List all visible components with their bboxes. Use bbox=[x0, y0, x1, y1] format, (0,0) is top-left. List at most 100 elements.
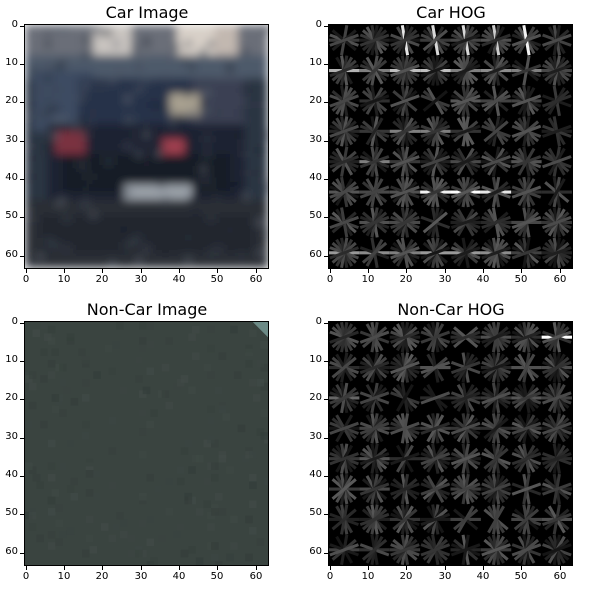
x-tick-label: 30 bbox=[134, 274, 148, 285]
x-tick-mark bbox=[445, 269, 446, 273]
y-tick-label: 0 bbox=[315, 19, 322, 30]
y-tick-label: 40 bbox=[309, 469, 322, 480]
y-tick-mark bbox=[20, 476, 24, 477]
x-tick-label: 10 bbox=[57, 571, 71, 582]
x-tick-mark bbox=[560, 566, 561, 570]
y-tick-mark bbox=[20, 179, 24, 180]
y-tick-label: 0 bbox=[315, 316, 322, 327]
noncar-image bbox=[24, 321, 269, 566]
y-tick-mark bbox=[20, 399, 24, 400]
x-tick-mark bbox=[521, 269, 522, 273]
y-tick-label: 50 bbox=[5, 210, 18, 221]
y-tick-label: 30 bbox=[309, 134, 322, 145]
y-tick-label: 10 bbox=[5, 57, 18, 68]
x-tick-label: 30 bbox=[438, 571, 452, 582]
y-tick-label: 20 bbox=[5, 95, 18, 106]
panel-title: Non-Car HOG bbox=[397, 300, 505, 319]
y-tick-mark bbox=[20, 141, 24, 142]
y-tick-mark bbox=[20, 256, 24, 257]
panel-title: Car HOG bbox=[416, 3, 486, 22]
y-tick-label: 30 bbox=[5, 431, 18, 442]
y-tick-label: 30 bbox=[309, 431, 322, 442]
x-tick-mark bbox=[102, 269, 103, 273]
x-tick-label: 10 bbox=[361, 571, 375, 582]
y-tick-mark bbox=[324, 26, 328, 27]
x-tick-mark bbox=[330, 269, 331, 273]
x-tick-label: 30 bbox=[438, 274, 452, 285]
x-tick-label: 40 bbox=[172, 571, 186, 582]
x-tick-mark bbox=[64, 269, 65, 273]
y-tick-label: 20 bbox=[309, 95, 322, 106]
y-tick-mark bbox=[20, 102, 24, 103]
y-tick-mark bbox=[324, 217, 328, 218]
y-tick-label: 60 bbox=[5, 546, 18, 557]
x-tick-mark bbox=[141, 269, 142, 273]
x-tick-label: 20 bbox=[95, 274, 109, 285]
y-tick-label: 60 bbox=[309, 249, 322, 260]
y-tick-mark bbox=[324, 514, 328, 515]
x-tick-label: 60 bbox=[553, 274, 567, 285]
y-tick-label: 0 bbox=[11, 19, 18, 30]
x-tick-label: 40 bbox=[476, 274, 490, 285]
y-tick-mark bbox=[20, 361, 24, 362]
y-tick-mark bbox=[20, 64, 24, 65]
y-tick-label: 40 bbox=[5, 172, 18, 183]
y-tick-mark bbox=[324, 553, 328, 554]
panel-title: Car Image bbox=[105, 3, 189, 22]
x-tick-label: 50 bbox=[210, 274, 224, 285]
x-tick-label: 20 bbox=[399, 571, 413, 582]
x-tick-mark bbox=[179, 566, 180, 570]
y-tick-label: 40 bbox=[309, 172, 322, 183]
y-tick-mark bbox=[20, 323, 24, 324]
y-tick-label: 10 bbox=[309, 354, 322, 365]
x-tick-mark bbox=[217, 269, 218, 273]
y-tick-label: 50 bbox=[5, 507, 18, 518]
x-tick-label: 60 bbox=[249, 571, 263, 582]
noncar-hog-image bbox=[328, 321, 573, 566]
panel-title: Non-Car Image bbox=[86, 300, 208, 319]
x-tick-mark bbox=[368, 269, 369, 273]
y-tick-label: 50 bbox=[309, 507, 322, 518]
x-tick-label: 50 bbox=[514, 571, 528, 582]
x-tick-label: 40 bbox=[172, 274, 186, 285]
x-tick-label: 0 bbox=[326, 274, 334, 285]
y-tick-label: 40 bbox=[5, 469, 18, 480]
y-tick-label: 0 bbox=[11, 316, 18, 327]
x-tick-mark bbox=[26, 269, 27, 273]
x-tick-label: 60 bbox=[553, 571, 567, 582]
y-tick-mark bbox=[324, 323, 328, 324]
x-tick-mark bbox=[406, 566, 407, 570]
y-tick-label: 50 bbox=[309, 210, 322, 221]
y-tick-mark bbox=[324, 361, 328, 362]
y-tick-label: 20 bbox=[5, 392, 18, 403]
y-tick-mark bbox=[324, 476, 328, 477]
x-tick-mark bbox=[445, 566, 446, 570]
y-tick-mark bbox=[324, 438, 328, 439]
x-tick-mark bbox=[330, 566, 331, 570]
x-tick-mark bbox=[102, 566, 103, 570]
car-hog-image bbox=[328, 24, 573, 269]
x-tick-mark bbox=[217, 566, 218, 570]
x-tick-mark bbox=[64, 566, 65, 570]
x-tick-label: 50 bbox=[210, 571, 224, 582]
y-tick-mark bbox=[324, 141, 328, 142]
x-tick-mark bbox=[26, 566, 27, 570]
x-tick-label: 10 bbox=[57, 274, 71, 285]
x-tick-mark bbox=[406, 269, 407, 273]
y-tick-label: 60 bbox=[5, 249, 18, 260]
y-tick-mark bbox=[324, 256, 328, 257]
y-tick-mark bbox=[20, 553, 24, 554]
y-tick-mark bbox=[20, 217, 24, 218]
y-tick-mark bbox=[324, 64, 328, 65]
x-tick-mark bbox=[521, 566, 522, 570]
y-tick-mark bbox=[324, 179, 328, 180]
x-tick-mark bbox=[368, 566, 369, 570]
x-tick-label: 60 bbox=[249, 274, 263, 285]
y-tick-label: 10 bbox=[309, 57, 322, 68]
y-tick-label: 60 bbox=[309, 546, 322, 557]
x-tick-mark bbox=[256, 566, 257, 570]
x-tick-mark bbox=[179, 269, 180, 273]
y-tick-label: 20 bbox=[309, 392, 322, 403]
y-tick-mark bbox=[20, 438, 24, 439]
x-tick-label: 40 bbox=[476, 571, 490, 582]
